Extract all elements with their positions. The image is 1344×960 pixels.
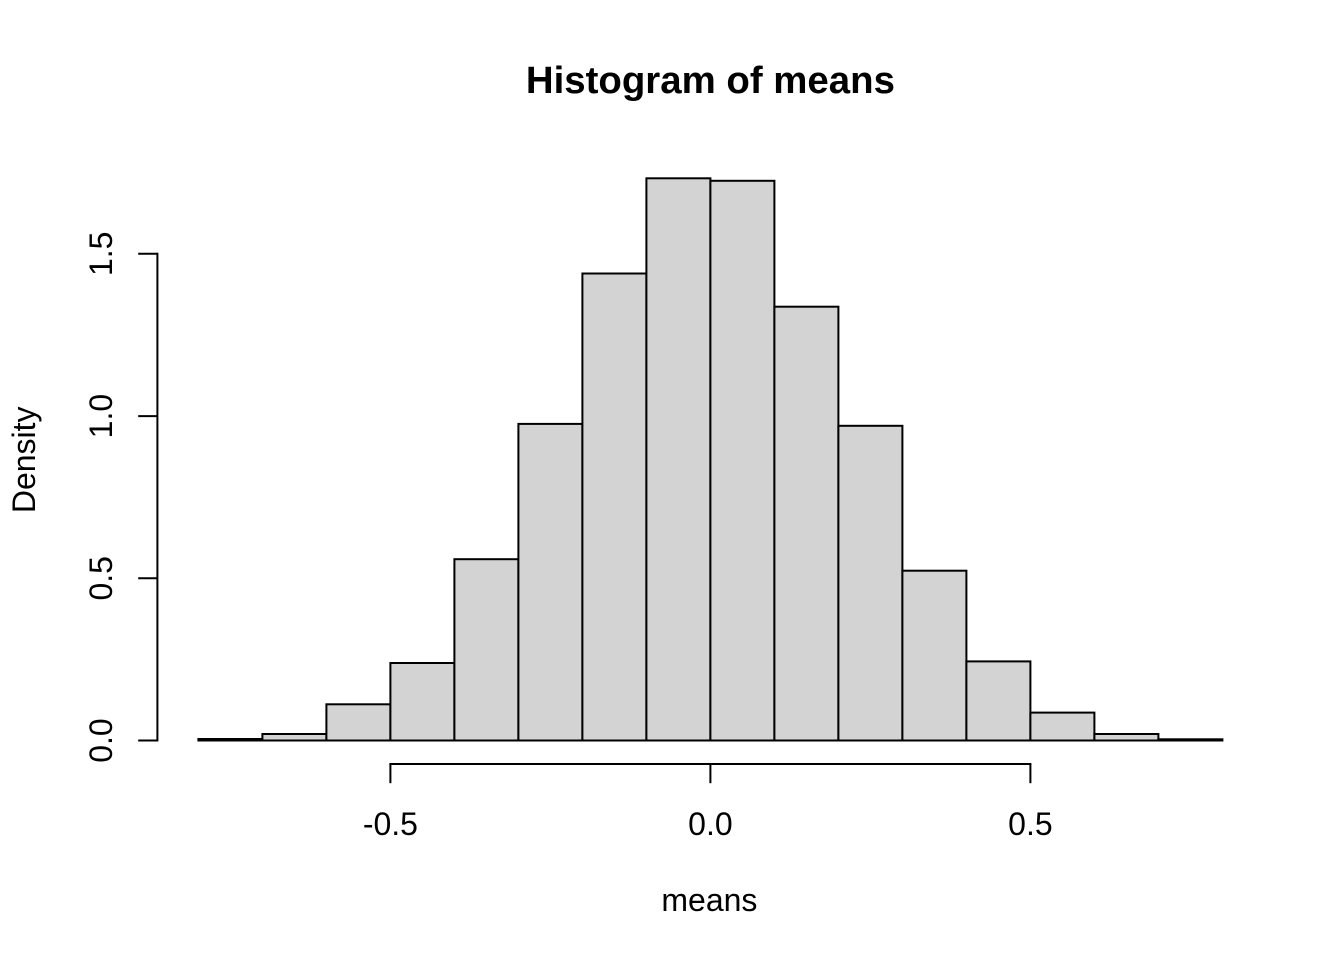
svg-text:1.5: 1.5 [83, 232, 119, 276]
svg-text:Density: Density [6, 406, 42, 513]
svg-text:0.0: 0.0 [83, 718, 119, 762]
svg-text:Histogram of means: Histogram of means [526, 59, 895, 102]
svg-text:0.5: 0.5 [1008, 806, 1052, 842]
svg-text:0.0: 0.0 [688, 806, 732, 842]
svg-text:1.0: 1.0 [83, 394, 119, 438]
svg-text:0.5: 0.5 [83, 556, 119, 600]
svg-text:-0.5: -0.5 [363, 806, 418, 842]
svg-text:means: means [661, 882, 757, 918]
